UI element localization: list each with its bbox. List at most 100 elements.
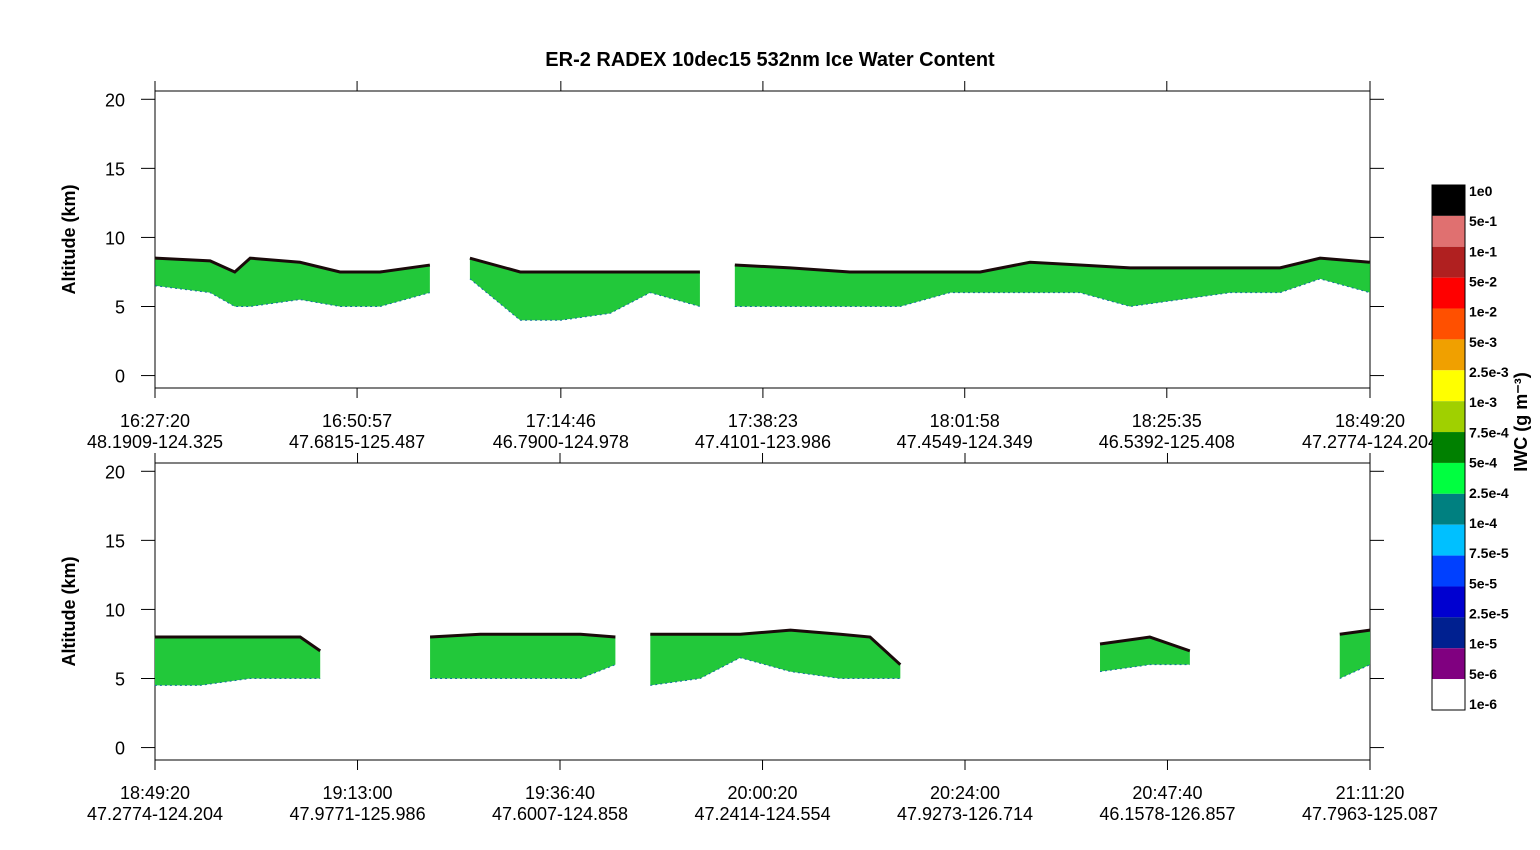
y-tick-label: 10 [105, 600, 125, 620]
colorbar-swatch [1432, 555, 1465, 587]
cloud-top [1099, 635, 1191, 653]
x-tick-location: 46.5392-125.408 [1099, 432, 1235, 452]
cloud-area [1100, 637, 1190, 672]
colorbar-label: 7.5e-4 [1469, 424, 1509, 440]
cloud-base [1339, 664, 1371, 679]
colorbar-label: 5e-3 [1469, 334, 1497, 350]
x-tick-location: 46.1578-126.857 [1099, 804, 1235, 824]
x-tick-location: 47.4101-123.986 [695, 432, 831, 452]
colorbar-swatch [1432, 617, 1465, 649]
y-tick-label: 10 [105, 228, 125, 248]
colorbar-label: 7.5e-5 [1469, 545, 1509, 561]
y-tick-label: 5 [115, 669, 125, 689]
colorbar-swatch [1432, 462, 1465, 494]
x-tick-label: 20:47:40 [1132, 783, 1202, 803]
colorbar-label: 1e-6 [1469, 696, 1497, 712]
x-tick-location: 48.1909-124.325 [87, 432, 223, 452]
cloud-base [1099, 664, 1190, 673]
y-tick-label: 5 [115, 297, 125, 317]
cloud-base [650, 657, 901, 686]
y-axis-title: Altitude (km) [59, 184, 79, 294]
plot-frame [154, 90, 1371, 389]
colorbar-label: 2.5e-5 [1469, 605, 1509, 621]
x-tick-label: 18:49:20 [120, 783, 190, 803]
y-tick-label: 0 [115, 739, 125, 759]
x-tick-location: 47.2774-124.204 [87, 804, 223, 824]
cloud-top [650, 628, 902, 666]
cloud-base [155, 285, 431, 307]
colorbar-swatch [1432, 308, 1465, 340]
cloud-area [650, 630, 901, 686]
colorbar-swatch [1432, 401, 1465, 433]
x-tick-label: 18:25:35 [1132, 411, 1202, 431]
colorbar-swatch [1432, 648, 1465, 680]
x-tick-label: 18:49:20 [1335, 411, 1405, 431]
colorbar-label: 1e-3 [1469, 394, 1497, 410]
colorbar-swatch [1432, 370, 1465, 402]
x-tick-label: 19:36:40 [525, 783, 595, 803]
x-tick-label: 16:50:57 [322, 411, 392, 431]
x-tick-label: 21:11:20 [1336, 783, 1405, 803]
x-tick-location: 47.2414-124.554 [694, 804, 830, 824]
x-tick-location: 47.9273-126.714 [897, 804, 1033, 824]
x-tick-location: 47.2774-124.204 [1302, 432, 1438, 452]
cloud-top [734, 256, 1371, 274]
colorbar-swatch [1432, 215, 1465, 247]
x-tick-label: 19:13:00 [322, 783, 392, 803]
x-tick-label: 18:01:58 [930, 411, 1000, 431]
colorbar-label: 1e0 [1469, 183, 1493, 199]
colorbar-label: 2.5e-3 [1469, 364, 1509, 380]
x-tick-location: 47.6815-125.487 [289, 432, 425, 452]
plot-frame [154, 462, 1371, 761]
cloud-area [154, 637, 321, 686]
colorbar-label: 5e-4 [1469, 455, 1497, 471]
colorbar-swatch [1432, 432, 1465, 463]
cloud-top [154, 635, 322, 653]
cloud-area [469, 258, 700, 321]
x-tick-location: 47.6007-124.858 [492, 804, 628, 824]
cloud-area [734, 258, 1370, 307]
colorbar-swatch [1432, 524, 1465, 556]
y-tick-label: 15 [105, 159, 125, 179]
colorbar-swatch [1432, 679, 1465, 710]
colorbar-label: 5e-1 [1469, 213, 1497, 229]
colorbar-label: 1e-1 [1469, 243, 1497, 259]
chart-title: ER-2 RADEX 10dec15 532nm Ice Water Conte… [545, 49, 995, 71]
colorbar-label: 1e-5 [1469, 636, 1497, 652]
x-tick-location: 47.9771-125.986 [289, 804, 425, 824]
colorbar-swatch [1432, 339, 1465, 371]
colorbar-swatch [1432, 493, 1465, 525]
y-tick-label: 20 [105, 90, 125, 110]
colorbar-title: IWC (g m⁻³) [1511, 372, 1531, 471]
colorbar-label: 5e-2 [1469, 274, 1497, 290]
y-axis-title: Altitude (km) [59, 556, 79, 666]
cloud-area [155, 258, 430, 307]
colorbar-swatch [1432, 246, 1465, 278]
cloud-base [154, 677, 321, 686]
colorbar-label: 1e-2 [1469, 304, 1497, 320]
colorbar-swatch [1432, 277, 1465, 309]
cloud-top [469, 256, 700, 274]
x-tick-label: 17:38:23 [728, 411, 798, 431]
cloud-top [429, 632, 616, 639]
cloud-top [1339, 628, 1371, 636]
colorbar-label: 2.5e-4 [1469, 485, 1509, 501]
x-tick-label: 16:27:20 [120, 411, 190, 431]
cloud-top [155, 256, 431, 274]
colorbar-label: 1e-4 [1469, 515, 1497, 531]
x-tick-location: 46.7900-124.978 [493, 432, 629, 452]
colorbar-label: 5e-6 [1469, 666, 1497, 682]
colorbar-label: 5e-5 [1469, 575, 1497, 591]
y-tick-label: 20 [105, 462, 125, 482]
x-tick-location: 47.7963-125.087 [1302, 804, 1438, 824]
x-tick-label: 17:14:46 [526, 411, 596, 431]
colorbar-swatch [1432, 586, 1465, 618]
cloud-base [469, 278, 701, 321]
cloud-area [430, 634, 616, 679]
x-tick-label: 20:00:20 [727, 783, 797, 803]
colorbar-frame [1431, 184, 1466, 711]
y-tick-label: 15 [105, 531, 125, 551]
cloud-base [734, 278, 1371, 308]
